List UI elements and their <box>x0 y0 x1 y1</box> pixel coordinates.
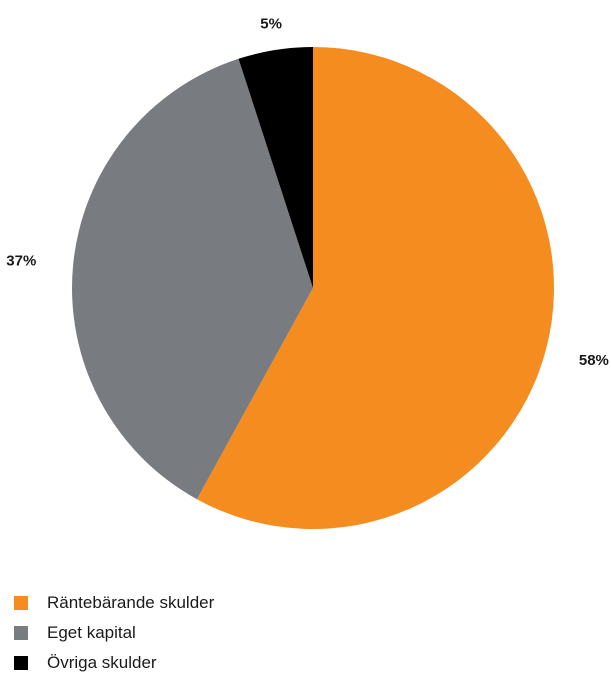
pie-slice-rantebarande-skulder <box>196 47 555 529</box>
pie-labels: 58% 37% 5% <box>6 15 609 369</box>
legend-label-ovriga-skulder: Övriga skulder <box>47 653 157 672</box>
pie-slice-eget-kapital <box>72 58 313 500</box>
legend-swatch-eget-kapital <box>14 626 28 640</box>
legend-item-eget-kapital: Eget kapital <box>14 618 214 648</box>
pie-slices <box>72 47 555 529</box>
legend-label-rantebarande-skulder: Räntebärande skulder <box>47 593 215 612</box>
legend-item-rantebarande-skulder: Räntebärande skulder <box>14 588 214 618</box>
legend-swatch-rantebarande-skulder <box>14 596 28 610</box>
legend-swatch-ovriga-skulder <box>14 656 28 670</box>
legend: Räntebärande skulder Eget kapital Övriga… <box>14 588 214 678</box>
pie-value-label-rantebarande-skulder: 58% <box>579 352 609 369</box>
pie-value-label-eget-kapital: 37% <box>6 252 36 269</box>
pie-chart: 58% 37% 5% <box>6 15 609 529</box>
legend-label-eget-kapital: Eget kapital <box>47 623 136 642</box>
pie-value-label-ovriga-skulder: 5% <box>260 15 282 32</box>
legend-item-ovriga-skulder: Övriga skulder <box>14 648 214 678</box>
pie-slice-ovriga-skulder <box>238 47 313 288</box>
